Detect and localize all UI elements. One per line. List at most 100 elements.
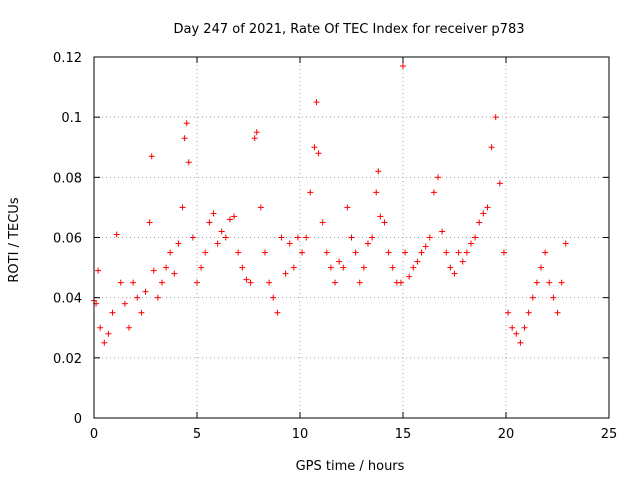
data-point — [344, 204, 351, 211]
data-point — [261, 249, 268, 256]
data-point — [538, 264, 545, 271]
data-point — [171, 270, 178, 277]
data-point — [266, 279, 273, 286]
data-point — [146, 219, 153, 226]
y-tick-label: 0.06 — [53, 232, 82, 247]
data-point — [426, 234, 433, 241]
data-point — [447, 264, 454, 271]
data-point — [533, 279, 540, 286]
data-point — [134, 294, 141, 301]
data-point — [340, 264, 347, 271]
y-tick-label: 0.02 — [53, 352, 82, 367]
data-point — [517, 339, 524, 346]
data-point — [194, 279, 200, 286]
data-point — [525, 309, 532, 316]
data-point — [410, 264, 417, 271]
data-point — [299, 249, 306, 256]
data-point — [463, 249, 470, 256]
data-point — [443, 249, 450, 256]
data-points — [91, 63, 569, 346]
y-tick-labels: 0 0.02 0.04 0.06 0.08 0.1 0.12 — [53, 51, 82, 427]
x-tick-label: 10 — [292, 427, 309, 442]
data-point — [513, 330, 520, 337]
data-point — [113, 231, 120, 238]
data-point — [348, 234, 355, 241]
data-point — [235, 249, 242, 256]
x-tick-label: 20 — [498, 427, 515, 442]
data-point — [231, 213, 238, 220]
data-point — [150, 267, 157, 274]
data-point — [274, 309, 281, 316]
data-point — [214, 240, 221, 247]
data-point — [290, 264, 297, 271]
x-tick-labels: 0 5 10 15 20 25 — [90, 427, 617, 442]
data-point — [117, 279, 124, 286]
x-tick-label: 0 — [90, 427, 98, 442]
data-point — [397, 279, 404, 286]
y-tick-label: 0.12 — [53, 51, 82, 66]
data-point — [253, 129, 260, 136]
y-tick-label: 0.1 — [61, 111, 82, 126]
data-point — [430, 189, 437, 196]
data-point — [307, 189, 314, 196]
data-point — [500, 249, 507, 256]
data-point — [179, 204, 186, 211]
data-point — [400, 63, 406, 70]
data-point — [459, 258, 466, 265]
data-point — [422, 243, 429, 250]
data-point — [198, 264, 205, 271]
data-point — [389, 264, 396, 271]
data-point — [385, 249, 392, 256]
data-point — [138, 309, 145, 316]
data-point — [239, 264, 246, 271]
data-point — [373, 189, 380, 196]
data-point — [97, 324, 104, 331]
data-point — [369, 234, 376, 241]
data-point — [381, 219, 388, 226]
data-point — [542, 249, 549, 256]
data-point — [142, 288, 149, 295]
y-tick-label: 0.04 — [53, 292, 82, 307]
data-point — [303, 234, 310, 241]
data-point — [480, 210, 487, 217]
data-point — [154, 294, 161, 301]
data-point — [562, 240, 569, 247]
data-point — [311, 144, 318, 151]
data-point — [476, 219, 483, 226]
chart-title: Day 247 of 2021, Rate Of TEC Index for r… — [174, 22, 525, 37]
data-point — [243, 276, 250, 283]
y-tick-label: 0.08 — [53, 171, 82, 186]
data-point — [554, 309, 561, 316]
data-point — [484, 204, 491, 211]
data-point — [167, 249, 174, 256]
data-point — [402, 249, 409, 256]
data-point — [121, 300, 128, 307]
data-point — [406, 273, 413, 280]
data-point — [418, 249, 425, 256]
data-point — [439, 228, 446, 235]
data-point — [202, 249, 209, 256]
x-tick-label: 25 — [601, 427, 618, 442]
data-point — [509, 324, 516, 331]
data-point — [558, 279, 565, 286]
data-point — [467, 240, 474, 247]
data-point — [282, 270, 289, 277]
x-tick-label: 5 — [193, 427, 201, 442]
data-point — [270, 294, 277, 301]
data-point — [332, 279, 339, 286]
data-point — [505, 309, 512, 316]
data-point — [336, 258, 343, 265]
data-point — [521, 324, 528, 331]
data-point — [435, 174, 442, 181]
axis-ticks — [93, 56, 610, 419]
data-point — [546, 279, 553, 286]
data-point — [356, 279, 363, 286]
data-point — [278, 234, 285, 241]
data-point — [257, 204, 264, 211]
data-point — [126, 324, 133, 331]
data-point — [319, 219, 326, 226]
data-point — [377, 213, 384, 220]
data-point — [105, 330, 112, 337]
data-point — [315, 150, 322, 157]
